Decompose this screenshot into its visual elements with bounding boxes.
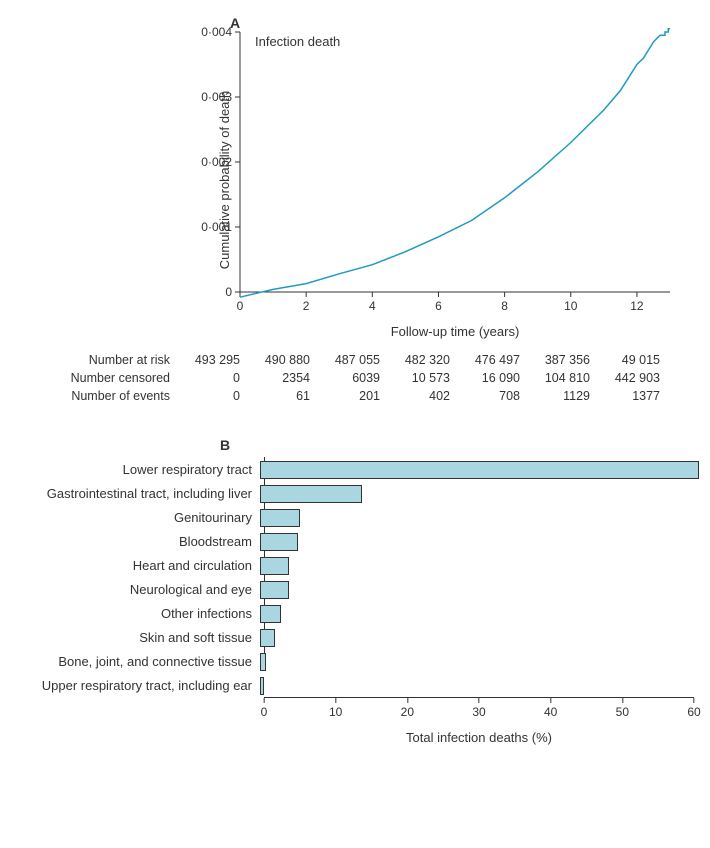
risk-cell: 16 090	[456, 371, 526, 385]
svg-text:6: 6	[435, 299, 442, 313]
risk-cell: 1129	[526, 389, 596, 403]
panel-a-title: Infection death	[255, 34, 340, 49]
risk-table-row: Number censored02354603910 57316 090104 …	[20, 371, 690, 389]
bar-row: Skin and soft tissue	[20, 625, 690, 649]
bar-label: Genitourinary	[20, 510, 260, 525]
svg-text:0: 0	[225, 285, 232, 299]
panel-b-x-axis: 0102030405060	[264, 697, 694, 728]
bar-row: Other infections	[20, 601, 690, 625]
risk-cell: 6039	[316, 371, 386, 385]
risk-cell: 708	[456, 389, 526, 403]
bar-label: Heart and circulation	[20, 558, 260, 573]
bar-label: Bone, joint, and connective tissue	[20, 654, 260, 669]
panel-b: B Lower respiratory tract Gastrointestina…	[20, 437, 690, 745]
risk-cell: 442 903	[596, 371, 666, 385]
risk-cell: 0	[176, 389, 246, 403]
bar-label: Gastrointestinal tract, including liver	[20, 486, 260, 501]
x-tick: 0	[261, 698, 268, 719]
svg-text:0: 0	[237, 299, 244, 313]
risk-cell: 482 320	[386, 353, 456, 367]
panel-a-ylabel: Cumulative probability of death	[217, 90, 232, 269]
risk-cell: 2354	[246, 371, 316, 385]
bar	[260, 557, 289, 575]
bar	[260, 653, 266, 671]
risk-cell: 201	[316, 389, 386, 403]
x-tick: 40	[544, 698, 557, 719]
bar-label: Lower respiratory tract	[20, 462, 260, 477]
panel-b-label: B	[220, 437, 690, 453]
svg-text:12: 12	[630, 299, 644, 313]
bar-row: Neurological and eye	[20, 577, 690, 601]
panel-a-xlabel: Follow-up time (years)	[220, 324, 690, 339]
bar-row: Bone, joint, and connective tissue	[20, 649, 690, 673]
risk-cell: 0	[176, 371, 246, 385]
bar	[260, 533, 298, 551]
risk-cell: 49 015	[596, 353, 666, 367]
panel-b-xlabel: Total infection deaths (%)	[264, 730, 694, 745]
risk-cell: 493 295	[176, 353, 246, 367]
risk-cell: 387 356	[526, 353, 596, 367]
svg-text:0·004: 0·004	[201, 25, 232, 39]
bar	[260, 581, 289, 599]
svg-text:4: 4	[369, 299, 376, 313]
bar-label: Upper respiratory tract, including ear	[20, 678, 260, 693]
bar-row: Bloodstream	[20, 529, 690, 553]
risk-row-label: Number of events	[20, 389, 176, 403]
risk-cell: 490 880	[246, 353, 316, 367]
x-tick: 10	[329, 698, 342, 719]
risk-table-row: Number at risk493 295490 880487 055482 3…	[20, 353, 690, 371]
panel-a-label: A	[230, 15, 240, 31]
risk-cell: 487 055	[316, 353, 386, 367]
risk-cell: 104 810	[526, 371, 596, 385]
risk-cell: 1377	[596, 389, 666, 403]
panel-a-chart: 00·0010·0020·0030·004024681012	[170, 20, 680, 320]
risk-cell: 402	[386, 389, 456, 403]
svg-text:2: 2	[303, 299, 310, 313]
bar-label: Skin and soft tissue	[20, 630, 260, 645]
bar-label: Other infections	[20, 606, 260, 621]
bar-row: Lower respiratory tract	[20, 457, 690, 481]
panel-b-bars: Lower respiratory tract Gastrointestinal …	[20, 457, 690, 697]
bar-row: Heart and circulation	[20, 553, 690, 577]
panel-a: A Infection death Cumulative probability…	[170, 20, 690, 339]
figure-container: A Infection death Cumulative probability…	[20, 20, 690, 745]
bar	[260, 629, 275, 647]
x-tick: 60	[687, 698, 700, 719]
bar-row: Upper respiratory tract, including ear	[20, 673, 690, 697]
risk-cell: 61	[246, 389, 316, 403]
bar-label: Bloodstream	[20, 534, 260, 549]
bar-row: Genitourinary	[20, 505, 690, 529]
x-tick: 50	[616, 698, 629, 719]
risk-row-label: Number at risk	[20, 353, 176, 367]
svg-text:10: 10	[564, 299, 578, 313]
bar-label: Neurological and eye	[20, 582, 260, 597]
risk-table-row: Number of events06120140270811291377	[20, 389, 690, 407]
risk-table: Number at risk493 295490 880487 055482 3…	[20, 353, 690, 407]
bar-row: Gastrointestinal tract, including liver	[20, 481, 690, 505]
risk-row-label: Number censored	[20, 371, 176, 385]
bar	[260, 509, 300, 527]
x-tick: 20	[401, 698, 414, 719]
svg-text:8: 8	[501, 299, 508, 313]
risk-cell: 10 573	[386, 371, 456, 385]
bar	[260, 485, 362, 503]
bar	[260, 677, 264, 695]
risk-cell: 476 497	[456, 353, 526, 367]
bar	[260, 461, 699, 479]
bar	[260, 605, 281, 623]
x-tick: 30	[472, 698, 485, 719]
